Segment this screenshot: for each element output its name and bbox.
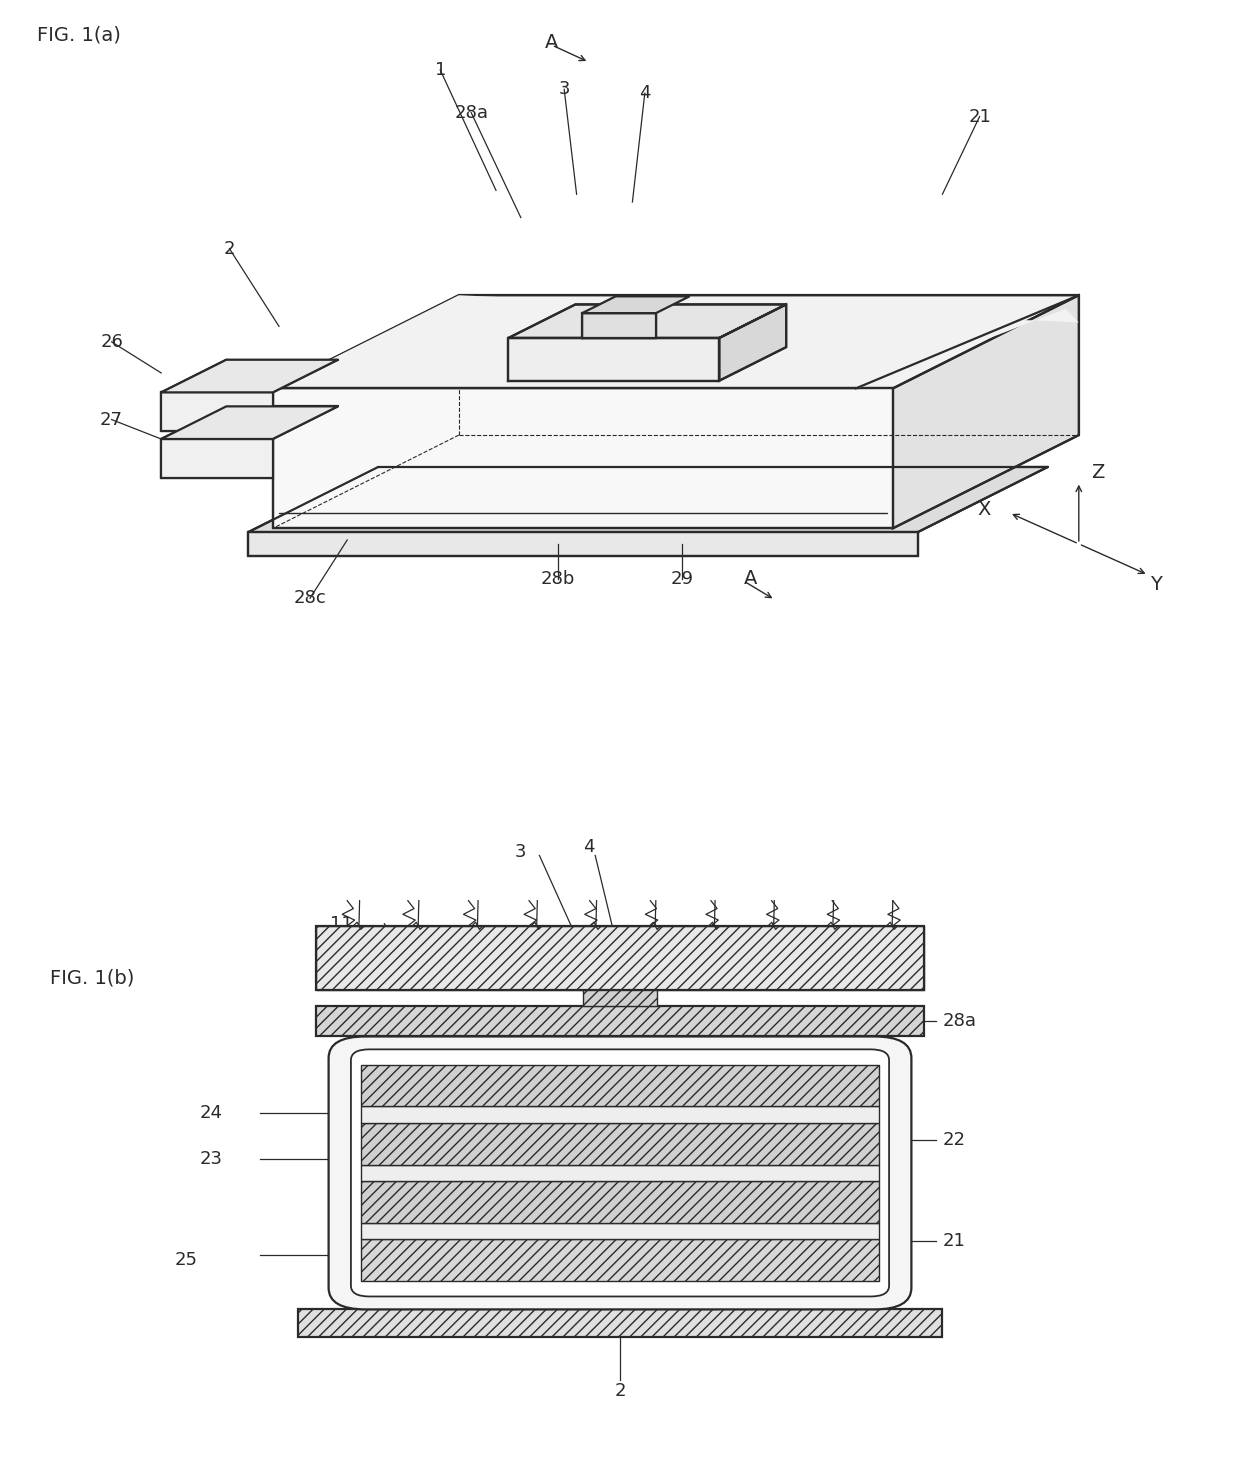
- Text: 11: 11: [330, 915, 352, 932]
- Text: 2: 2: [223, 239, 236, 258]
- Text: 21: 21: [968, 107, 991, 126]
- Polygon shape: [893, 295, 1079, 528]
- Bar: [361, 1239, 879, 1281]
- Text: 22: 22: [942, 1132, 966, 1149]
- Bar: [583, 991, 657, 1006]
- Bar: [361, 1107, 879, 1123]
- Polygon shape: [273, 295, 1079, 388]
- Polygon shape: [508, 305, 786, 339]
- Text: 4: 4: [639, 84, 651, 103]
- Text: 25: 25: [175, 1252, 197, 1270]
- Bar: [361, 1164, 879, 1182]
- Bar: [316, 1006, 924, 1036]
- Text: 27: 27: [100, 410, 123, 428]
- Bar: [298, 1309, 942, 1337]
- Text: A: A: [744, 569, 756, 588]
- Bar: [361, 1223, 879, 1239]
- Text: 1: 1: [434, 62, 446, 79]
- Text: 29: 29: [671, 570, 693, 588]
- Polygon shape: [583, 296, 689, 314]
- Polygon shape: [273, 295, 1079, 388]
- Text: 3: 3: [515, 843, 527, 861]
- Polygon shape: [248, 468, 1048, 532]
- Bar: [361, 1182, 879, 1223]
- Text: 4: 4: [583, 837, 595, 856]
- Text: 28b: 28b: [541, 570, 575, 588]
- Text: 28a: 28a: [454, 104, 489, 122]
- Text: 3: 3: [558, 81, 570, 98]
- Text: 28a: 28a: [942, 1013, 976, 1031]
- Polygon shape: [719, 305, 786, 381]
- Text: X: X: [977, 500, 991, 519]
- Text: 21: 21: [942, 1231, 965, 1250]
- Bar: [361, 1064, 879, 1107]
- FancyBboxPatch shape: [329, 1036, 911, 1309]
- Text: FIG. 1(b): FIG. 1(b): [50, 968, 134, 987]
- Polygon shape: [161, 438, 273, 478]
- Text: 24: 24: [200, 1104, 222, 1121]
- Text: A: A: [546, 34, 558, 53]
- Text: 28c: 28c: [294, 589, 326, 607]
- FancyBboxPatch shape: [351, 1050, 889, 1296]
- Bar: [361, 1123, 879, 1164]
- Polygon shape: [583, 314, 656, 339]
- Polygon shape: [248, 532, 918, 556]
- Polygon shape: [161, 406, 337, 438]
- Polygon shape: [273, 388, 893, 528]
- Bar: [316, 927, 924, 991]
- Text: FIG. 1(a): FIG. 1(a): [37, 25, 122, 44]
- Polygon shape: [508, 339, 719, 381]
- Polygon shape: [161, 359, 337, 393]
- Text: 23: 23: [200, 1151, 222, 1168]
- Text: Z: Z: [1091, 463, 1105, 482]
- Text: 2: 2: [614, 1381, 626, 1400]
- Polygon shape: [161, 393, 273, 431]
- Bar: [316, 927, 924, 991]
- Text: Y: Y: [1151, 575, 1162, 594]
- Text: 26: 26: [100, 333, 123, 350]
